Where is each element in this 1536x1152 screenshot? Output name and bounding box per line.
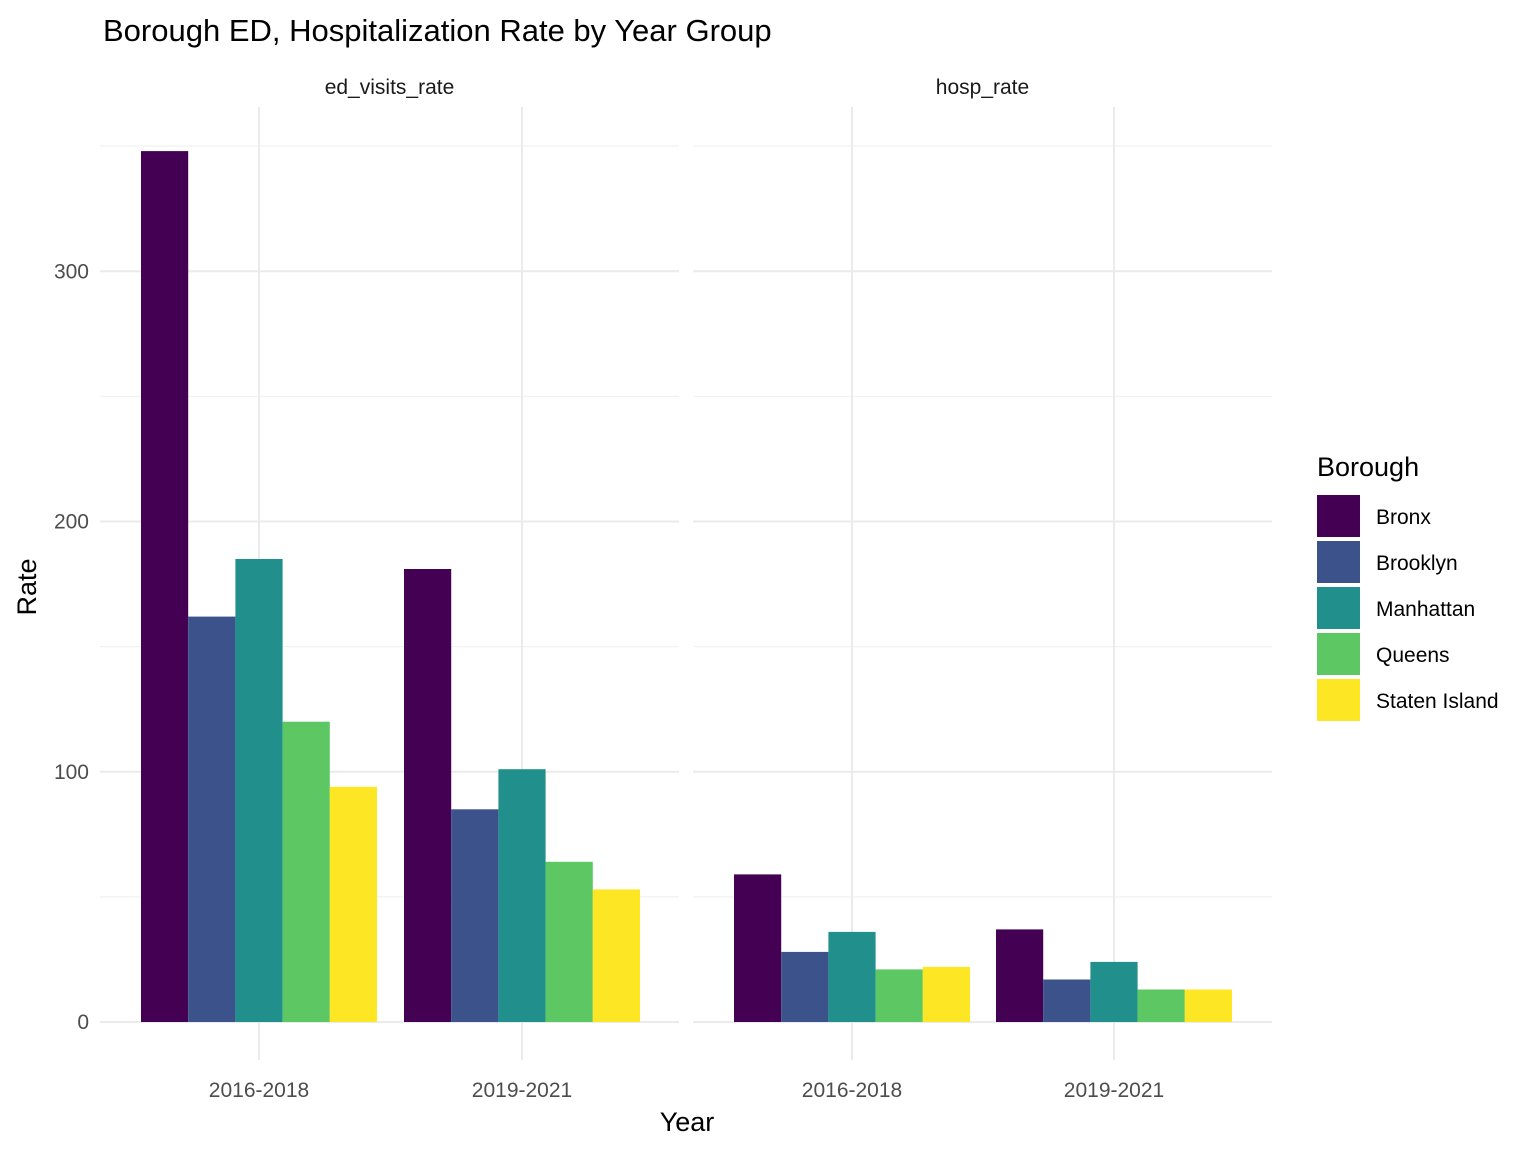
facet-panel-ed_visits_rate: ed_visits_rate 2016-2018 2019-2021 [100,76,679,1102]
legend-item-queens: Queens [1317,633,1450,675]
facet-panel-hosp_rate: hosp_rate 2016-2018 2019-2021 [693,76,1272,1102]
legend-label: Manhattan [1376,598,1475,621]
bar-hosp_rate-2019-2021-bronx [996,929,1044,1022]
y-axis-title: Rate [12,558,42,615]
bar-hosp_rate-2016-2018-bronx [734,874,782,1022]
bar-hosp_rate-2016-2018-brooklyn [781,951,829,1022]
bar-ed_visits_rate-2019-2021-bronx [404,569,452,1022]
bar-ed_visits_rate-2019-2021-brooklyn [451,809,499,1022]
bar-hosp_rate-2019-2021-manhattan [1090,961,1138,1022]
legend-label: Queens [1376,644,1450,667]
chart-title: Borough ED, Hospitalization Rate by Year… [103,13,772,48]
bar-hosp_rate-2016-2018-manhattan [828,931,876,1022]
bar-hosp_rate-2016-2018-staten-island [922,966,970,1022]
legend-item-bronx: Bronx [1317,495,1431,537]
bar-ed_visits_rate-2019-2021-manhattan [498,769,546,1022]
bar-ed_visits_rate-2016-2018-brooklyn [188,616,236,1022]
bar-ed_visits_rate-2019-2021-staten-island [592,889,640,1022]
x-tick-label: 2019-2021 [472,1079,572,1102]
legend-swatch [1317,541,1360,583]
bar-hosp_rate-2016-2018-queens [875,969,923,1022]
legend-item-manhattan: Manhattan [1317,587,1475,629]
facet-label: ed_visits_rate [325,76,455,99]
y-tick-label: 200 [54,511,89,534]
y-tick-label: 300 [54,260,89,283]
bar-hosp_rate-2019-2021-brooklyn [1043,979,1091,1022]
legend-swatch [1317,587,1360,629]
legend-item-staten-island: Staten Island [1317,679,1499,721]
facet-label: hosp_rate [936,76,1029,99]
x-tick-label: 2016-2018 [802,1079,902,1102]
bar-ed_visits_rate-2016-2018-manhattan [235,559,283,1022]
legend-item-brooklyn: Brooklyn [1317,541,1458,583]
legend: Borough Bronx Brooklyn Manhattan Queens Stat… [1317,452,1499,721]
legend-title: Borough [1317,452,1419,482]
bar-ed_visits_rate-2016-2018-queens [282,721,330,1022]
bar-ed_visits_rate-2016-2018-bronx [141,151,189,1023]
bar-hosp_rate-2019-2021-queens [1137,989,1185,1022]
x-tick-label: 2019-2021 [1064,1079,1164,1102]
legend-swatch [1317,679,1360,721]
bar-hosp_rate-2019-2021-staten-island [1184,989,1232,1022]
legend-label: Staten Island [1376,690,1499,713]
legend-label: Brooklyn [1376,552,1458,575]
bar-ed_visits_rate-2019-2021-queens [545,861,593,1022]
bar-ed_visits_rate-2016-2018-staten-island [329,786,377,1022]
x-axis-title: Year [660,1107,715,1137]
x-tick-label: 2016-2018 [209,1079,309,1102]
y-tick-label: 0 [77,1011,89,1034]
y-tick-label: 100 [54,761,89,784]
legend-label: Bronx [1376,506,1431,529]
legend-swatch [1317,633,1360,675]
legend-swatch [1317,495,1360,537]
